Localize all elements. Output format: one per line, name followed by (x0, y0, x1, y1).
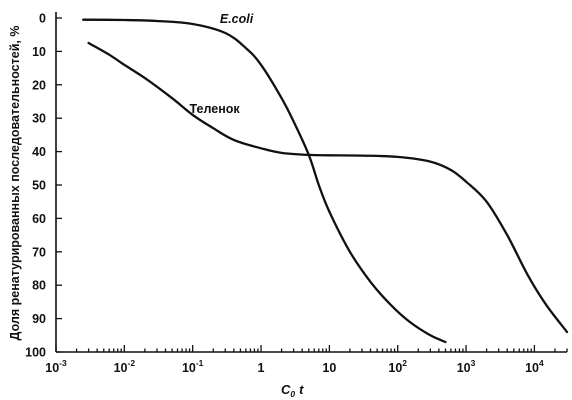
series-line-2 (87, 41, 569, 334)
x-tick-label: 10-1 (182, 358, 204, 375)
x-tick-label: 104 (525, 358, 544, 375)
y-tick-label: 100 (25, 346, 46, 360)
x-tick-label: 10-2 (114, 358, 136, 375)
y-tick-label: 70 (32, 245, 46, 259)
y-tick-label: 30 (32, 112, 46, 126)
y-tick-label: 0 (39, 12, 46, 26)
y-tick-label: 90 (32, 312, 46, 326)
series-label-2: Теленок (190, 102, 241, 116)
x-tick-label: 103 (457, 358, 476, 375)
x-tick-label: 102 (388, 358, 407, 375)
y-tick-label: 80 (32, 279, 46, 293)
x-axis-title: C0 t (281, 382, 304, 399)
axes (55, 12, 567, 353)
y-tick-label: 20 (32, 78, 46, 92)
y-axis-title-group: Доля ренатурированных последовательносте… (8, 26, 22, 341)
y-tick-label: 40 (32, 145, 46, 159)
series-line-1 (82, 18, 447, 344)
x-tick-label: 10 (322, 361, 336, 375)
series: E.coli Теленок (82, 12, 569, 344)
x-tick-label: 10-3 (45, 358, 67, 375)
y-tick-label: 60 (32, 212, 46, 226)
y-axis-title: Доля ренатурированных последовательносте… (8, 26, 22, 341)
x-tick-label: 1 (258, 361, 265, 375)
y-tick-label: 10 (32, 45, 46, 59)
series-label-1: E.coli (220, 12, 254, 26)
y-tick-label: 50 (32, 179, 46, 193)
